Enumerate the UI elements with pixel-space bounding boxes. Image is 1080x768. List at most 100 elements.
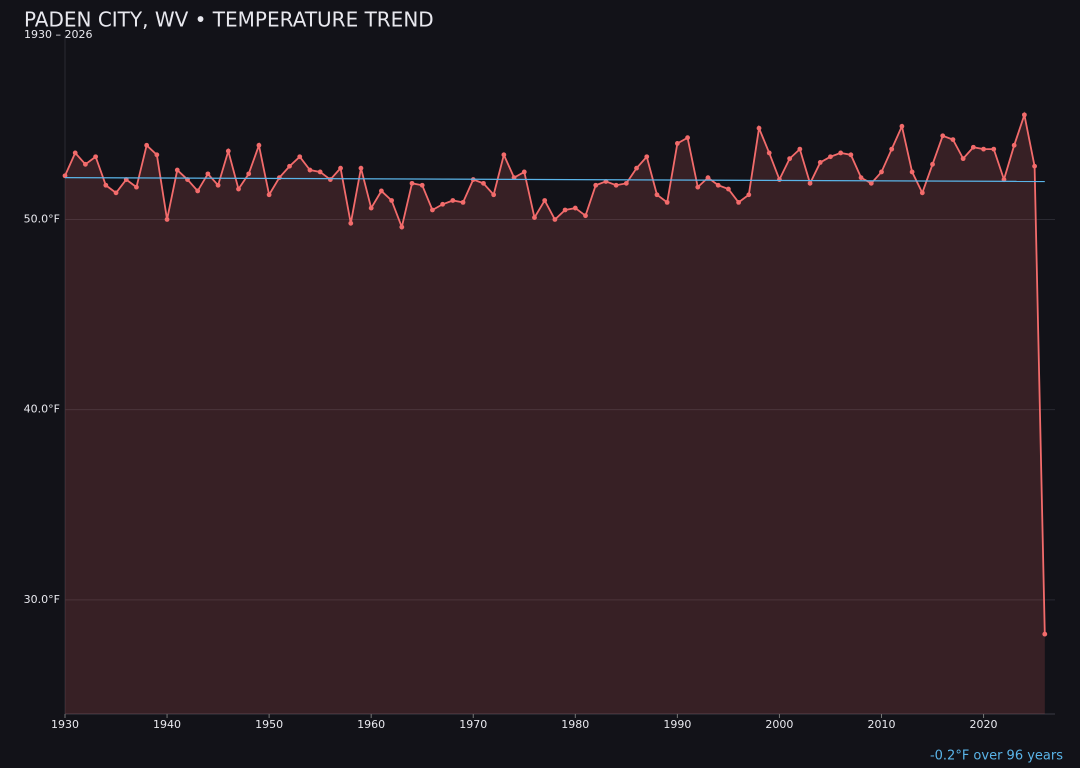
point — [532, 215, 537, 220]
x-tick-label: 2010 — [867, 718, 895, 731]
point — [756, 125, 762, 131]
point — [817, 160, 823, 165]
y-tick-label: 50.0°F — [24, 212, 60, 225]
point — [981, 146, 986, 152]
point — [174, 167, 180, 173]
point — [317, 169, 323, 175]
point — [685, 135, 690, 141]
point — [83, 161, 88, 167]
trend-annotation: -0.2°F over 96 years — [930, 749, 1063, 764]
point — [276, 175, 282, 181]
point — [787, 156, 793, 162]
point — [348, 220, 354, 226]
point — [848, 152, 854, 158]
x-tick-label: 1980 — [561, 718, 589, 731]
point — [164, 217, 170, 222]
point — [501, 152, 507, 158]
point — [307, 167, 313, 173]
chart-subtitle: 1930 – 2026 — [24, 28, 92, 41]
point — [950, 137, 956, 143]
point — [593, 182, 599, 188]
point — [378, 188, 384, 194]
point — [1021, 112, 1027, 118]
point — [695, 184, 701, 190]
point — [419, 182, 425, 188]
point — [777, 177, 782, 182]
point — [134, 184, 139, 190]
point — [215, 182, 221, 188]
point — [460, 199, 466, 205]
point — [154, 152, 160, 158]
y-tick-label: 40.0°F — [24, 403, 60, 416]
point — [297, 154, 303, 160]
x-tick-label: 1960 — [357, 718, 385, 731]
point — [542, 198, 548, 203]
point — [287, 163, 292, 169]
point — [368, 205, 374, 211]
point — [562, 207, 568, 213]
point — [481, 180, 486, 186]
x-tick-label: 1970 — [459, 718, 487, 731]
point — [746, 192, 752, 198]
point — [236, 186, 241, 192]
point — [940, 133, 946, 139]
point — [930, 161, 935, 167]
x-tick-label: 1930 — [51, 718, 79, 731]
point — [338, 165, 343, 171]
point — [205, 171, 211, 177]
point — [1032, 163, 1037, 169]
x-tick-label: 1990 — [663, 718, 691, 731]
point — [797, 146, 803, 152]
chart-title: PADEN CITY, WV • TEMPERATURE TREND — [24, 8, 434, 32]
point — [72, 150, 78, 156]
point — [889, 146, 895, 152]
x-tick-label: 1940 — [153, 718, 181, 731]
point — [623, 180, 629, 186]
point — [440, 201, 446, 207]
point — [256, 142, 262, 148]
point — [572, 205, 578, 211]
point — [93, 154, 99, 160]
point — [879, 169, 884, 175]
point — [613, 182, 619, 188]
point — [491, 192, 497, 198]
point — [991, 146, 997, 152]
point — [970, 144, 976, 150]
y-tick-label: 30.0°F — [24, 593, 60, 606]
point — [664, 199, 670, 205]
point — [389, 198, 394, 203]
point — [225, 148, 231, 154]
point — [399, 224, 405, 230]
point — [430, 207, 435, 213]
point — [726, 186, 731, 192]
point — [858, 175, 864, 181]
point — [960, 156, 966, 162]
point — [1042, 631, 1048, 637]
point — [144, 142, 150, 148]
point — [909, 169, 915, 175]
point — [766, 150, 772, 156]
area — [65, 114, 1045, 715]
point — [409, 180, 415, 186]
point — [327, 177, 333, 182]
point — [521, 169, 527, 175]
point — [674, 141, 680, 146]
point — [919, 190, 925, 196]
trend-line — [64, 176, 1045, 183]
point — [113, 190, 119, 196]
point — [195, 188, 201, 194]
point — [705, 175, 711, 181]
point — [1011, 142, 1017, 148]
point — [868, 180, 874, 186]
point — [62, 173, 68, 179]
point — [736, 199, 742, 205]
x-tick-label: 1950 — [255, 718, 283, 731]
point — [266, 192, 272, 198]
point — [583, 213, 588, 219]
point — [552, 217, 558, 222]
point — [899, 123, 905, 129]
point — [654, 192, 660, 198]
point — [634, 165, 639, 171]
